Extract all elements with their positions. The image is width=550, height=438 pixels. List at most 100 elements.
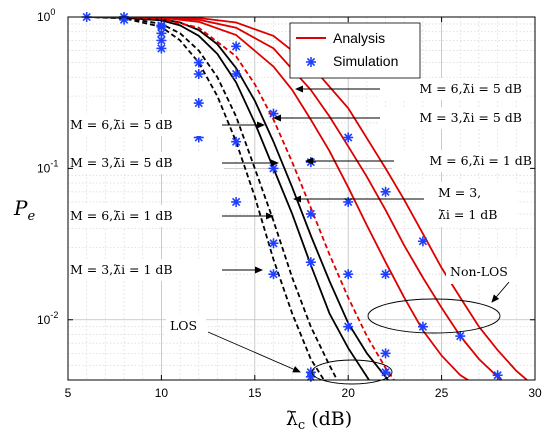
marker-stroke xyxy=(344,133,353,142)
legend-simulation-label: Simulation xyxy=(333,53,398,69)
simulation-point xyxy=(231,196,242,207)
marker-stroke xyxy=(157,36,166,45)
marker-stroke xyxy=(194,98,203,108)
marker-stroke xyxy=(344,322,353,331)
simulation-point xyxy=(193,57,204,68)
simulation-point xyxy=(380,348,391,359)
series-line xyxy=(86,17,529,380)
annotation-label: M = 6,λ̄i = 5 dB xyxy=(70,117,173,132)
annotation-label: M = 3,λ̄i = 5 dB xyxy=(70,155,173,170)
series-line xyxy=(86,17,396,380)
marker-stroke xyxy=(157,22,166,32)
simulation-point xyxy=(231,69,242,80)
marker-stroke xyxy=(493,371,502,380)
marker-stroke xyxy=(306,209,316,219)
x-tick-label: 20 xyxy=(342,386,356,400)
simulation-point xyxy=(119,14,130,25)
annotation-label: M = 6,λ̄i = 5 dB xyxy=(419,81,522,96)
marker-stroke xyxy=(231,137,241,146)
annotation-bg xyxy=(69,114,224,136)
marker-stroke xyxy=(344,270,353,279)
annotations: M = 6,λ̄i = 5 dB M = 3,λ̄i = 5 dB M = 6,λ̄… xyxy=(69,78,538,385)
annotation-label: M = 3, xyxy=(438,185,481,200)
series-line xyxy=(86,17,371,380)
simulation-point xyxy=(231,136,242,147)
marker-stroke xyxy=(157,29,166,38)
legend: Analysis Simulation xyxy=(289,22,421,79)
marker-stroke xyxy=(231,69,241,79)
x-axis-label: λ̄c (dB) xyxy=(286,408,352,433)
marker-stroke xyxy=(194,58,203,67)
simulation-point xyxy=(343,321,354,332)
plot-area-frame xyxy=(67,16,536,381)
annotation-bg xyxy=(392,150,535,172)
marker-stroke xyxy=(306,57,316,67)
legend-simulation-marker xyxy=(306,57,316,67)
x-tick-label: 25 xyxy=(435,386,449,400)
x-tick-label: 10 xyxy=(155,386,169,400)
annotation-label: M = 6,λ̄i = 1 dB xyxy=(429,153,532,168)
marker-stroke xyxy=(381,270,390,279)
simulation-point xyxy=(156,43,167,54)
simulation-point xyxy=(156,35,167,46)
annotation-label: Non-LOS xyxy=(450,264,508,279)
x-tick-label: 30 xyxy=(528,386,542,400)
marker-stroke xyxy=(381,368,390,377)
simulation-point xyxy=(380,269,391,280)
simulation-point xyxy=(268,238,279,249)
x-tick-label: 15 xyxy=(248,386,262,400)
marker-stroke xyxy=(269,239,278,248)
annotation-label: M = 6,λ̄i = 1 dB xyxy=(70,208,173,223)
simulation-point xyxy=(268,269,279,280)
annotation-label: M = 3,λ̄i = 1 dB xyxy=(70,262,173,277)
annotation-bg xyxy=(446,258,538,284)
simulation-point xyxy=(417,321,428,332)
simulation-point xyxy=(268,108,279,119)
marker-stroke xyxy=(381,349,390,358)
simulation-point xyxy=(417,236,428,247)
annotation-bg xyxy=(69,205,224,227)
annotation-bg xyxy=(378,107,527,129)
simulation-point xyxy=(343,196,354,207)
annotation-label: λ̄i = 1 dB xyxy=(438,207,497,222)
simulation-point xyxy=(231,41,242,52)
simulation-point xyxy=(343,269,354,280)
legend-simulation-star xyxy=(306,57,316,67)
simulation-point xyxy=(380,367,391,378)
simulation-point xyxy=(305,208,316,219)
simulation-point xyxy=(193,98,204,109)
marker-stroke xyxy=(381,187,390,196)
simulation-point xyxy=(305,157,316,168)
annotation-label: M = 3,λ̄i = 5 dB xyxy=(419,110,522,125)
non-los-group-ellipse xyxy=(367,298,501,334)
simulation-point xyxy=(305,257,316,268)
marker-stroke xyxy=(231,197,241,207)
marker-stroke xyxy=(344,197,353,207)
y-tick-label: 10-1 xyxy=(37,158,58,175)
marker-stroke xyxy=(418,322,428,331)
annotation-label: LOS xyxy=(170,318,197,333)
simulation-point xyxy=(380,186,391,197)
series-lines xyxy=(86,17,529,380)
series-line xyxy=(86,17,326,380)
marker-stroke xyxy=(157,44,166,53)
simulation-point xyxy=(343,132,354,143)
simulation-point xyxy=(193,69,204,80)
y-tick-label: 10-2 xyxy=(37,310,58,327)
x-tick-label: 5 xyxy=(65,386,72,400)
marker-stroke xyxy=(306,258,316,267)
marker-stroke xyxy=(269,270,278,279)
annotation-bg xyxy=(422,182,517,227)
marker-stroke xyxy=(194,69,203,79)
simulation-point xyxy=(492,370,503,381)
annotation-bg xyxy=(69,152,224,174)
marker-stroke xyxy=(456,331,465,341)
y-tick-label: 100 xyxy=(37,7,55,24)
annotation-bg xyxy=(378,78,527,100)
y-axis-label: Pe xyxy=(13,196,35,224)
simulation-point xyxy=(455,331,466,342)
los-group-ellipse xyxy=(311,359,393,385)
marker-stroke xyxy=(418,237,428,246)
series-line xyxy=(86,17,470,380)
